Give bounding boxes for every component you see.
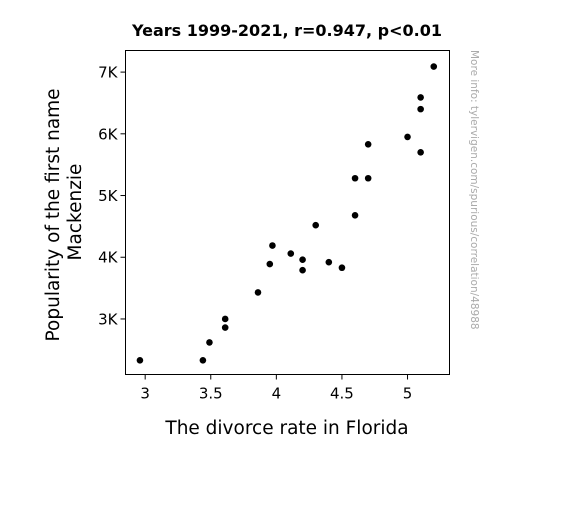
data-point [136, 357, 144, 364]
x-tick-label: 4 [272, 385, 282, 403]
data-point [312, 221, 320, 229]
data-point [351, 174, 359, 182]
y-tick-label: 6K [98, 125, 119, 143]
source-watermark: More info: tylervigen.com/spurious/corre… [468, 50, 480, 330]
data-point [417, 149, 424, 156]
data-point [364, 174, 372, 182]
data-point [325, 258, 333, 266]
data-point [299, 266, 306, 274]
data-point [221, 315, 229, 323]
x-tick-label: 3 [140, 385, 150, 403]
data-point [430, 63, 438, 70]
y-tick-label: 5K [98, 187, 119, 205]
x-tick-label: 5 [403, 385, 413, 403]
data-point [221, 324, 229, 331]
data-point [417, 94, 424, 101]
data-points [136, 63, 438, 364]
data-point [404, 133, 411, 141]
x-tick-label: 4.5 [330, 385, 354, 403]
data-point [266, 260, 274, 268]
data-point [269, 242, 276, 249]
y-axis-label: Popularity of the first name Mackenzie [43, 83, 86, 342]
y-tick-label: 4K [98, 249, 119, 267]
x-axis-label: The divorce rate in Florida [164, 418, 408, 439]
y-tick-label: 3K [98, 310, 119, 328]
y-axis-label-line-2: Mackenzie [65, 164, 86, 261]
data-point [287, 250, 295, 257]
data-point [338, 264, 346, 272]
data-point [199, 357, 207, 364]
plot-frame [125, 50, 450, 375]
x-tick-label: 3.5 [199, 385, 223, 403]
y-axis: 3K 4K 5K 6K 7K [98, 64, 126, 328]
data-point [299, 256, 306, 264]
data-point [417, 105, 424, 113]
y-axis-label-line-1: Popularity of the first name [43, 88, 64, 341]
data-point [351, 211, 359, 219]
x-axis: 3 3.5 4 4.5 5 [140, 374, 413, 403]
y-tick-label: 7K [98, 64, 119, 82]
data-point [364, 141, 372, 148]
data-point [254, 289, 262, 296]
data-point [206, 339, 213, 346]
chart-title: Years 1999-2021, r=0.947, p<0.01 [131, 21, 442, 40]
